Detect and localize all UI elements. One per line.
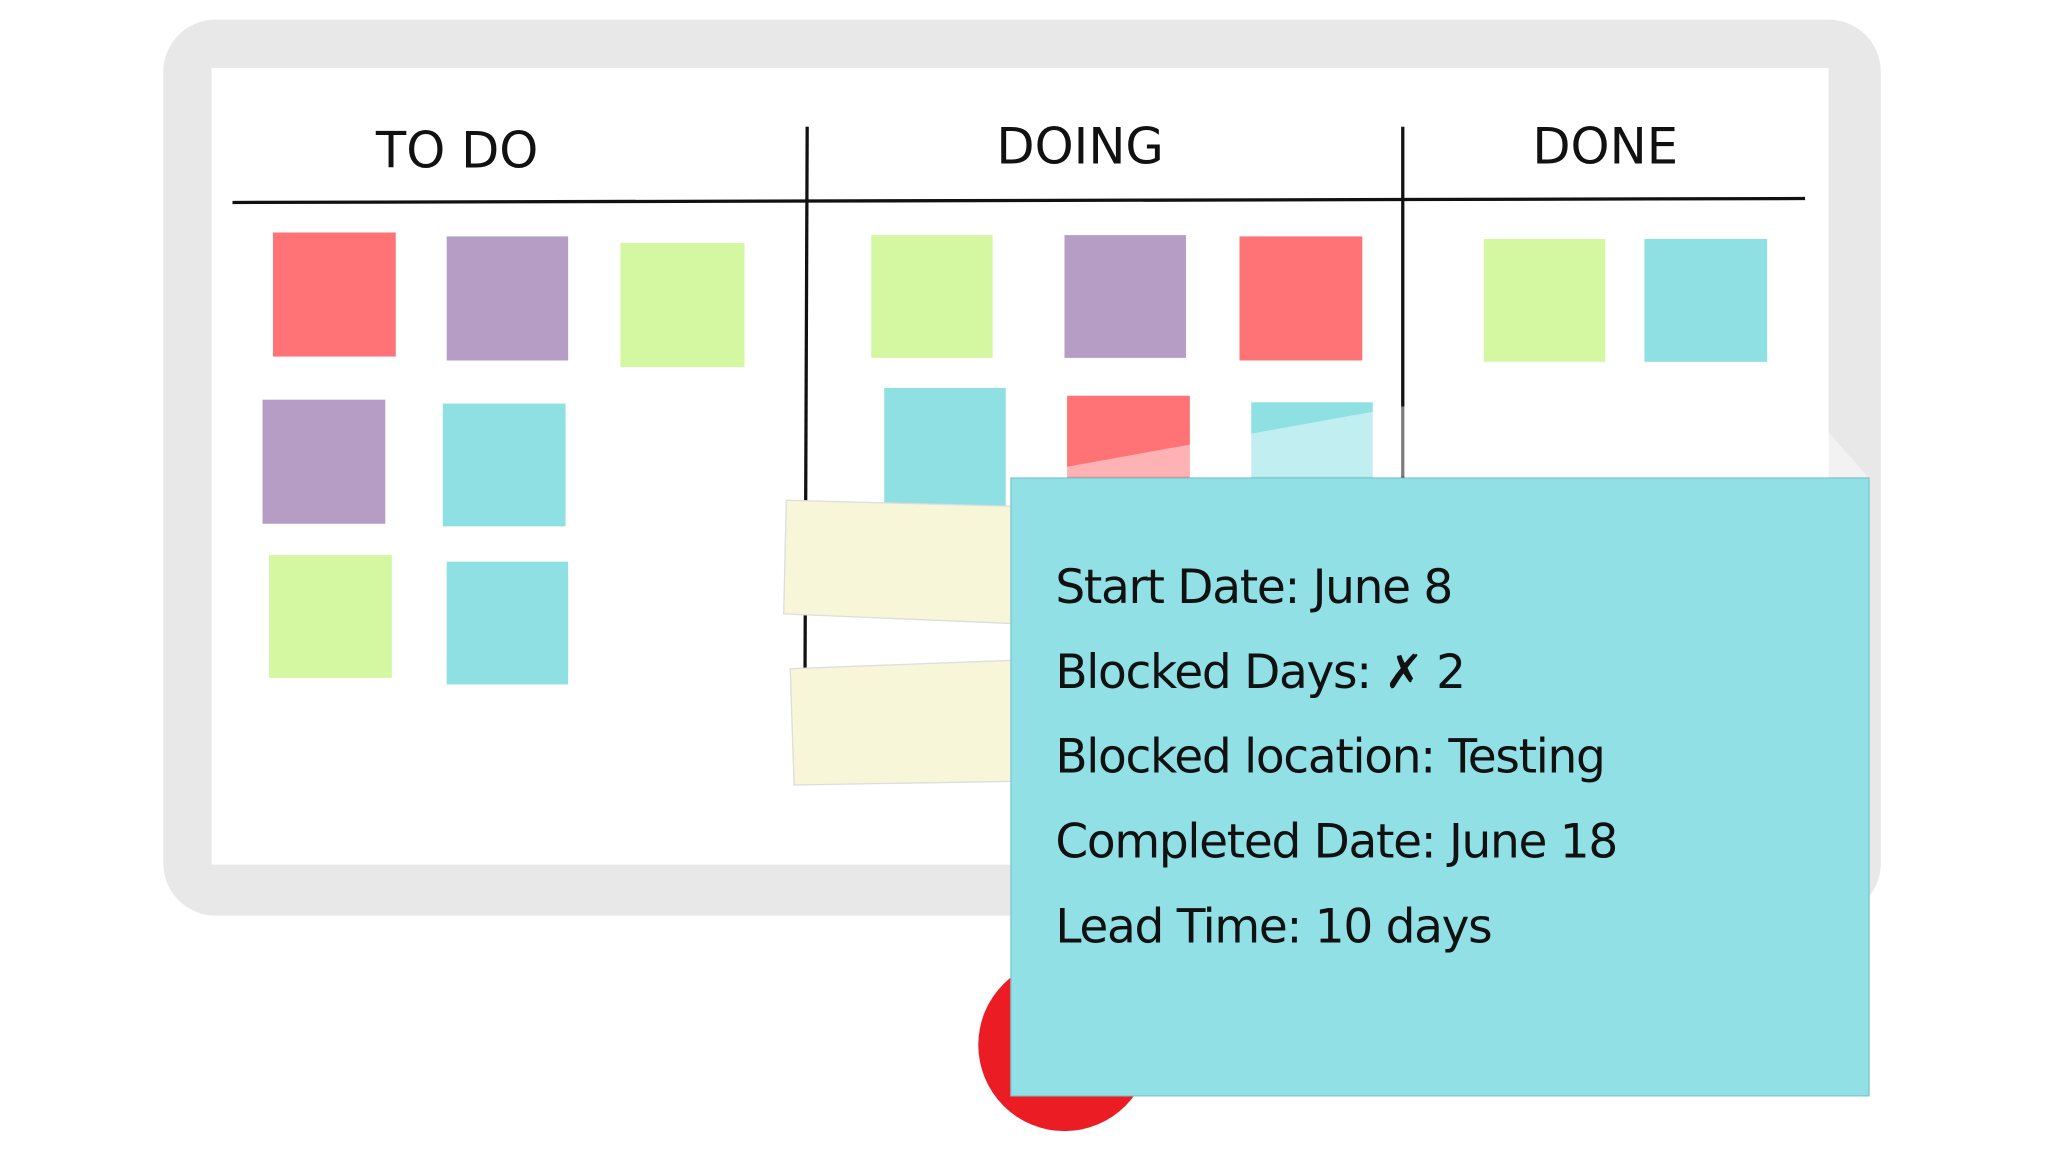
sticky-note [1064,235,1186,358]
column-title: DOING [996,118,1163,176]
card-detail [1010,477,1870,1097]
blocker-note [783,499,1033,626]
sticky-note [1644,239,1768,362]
card-line: Blocked location: Testing [1055,730,1604,785]
column-title: TO DO [375,122,538,180]
card-line: Completed Date: June 18 [1055,815,1617,870]
sticky-note [884,387,1006,512]
sticky-note [871,235,993,358]
header-line [232,196,1806,205]
card-line: Blocked Days: ✗ 2 [1055,645,1464,700]
card-line: Start Date: June 8 [1055,560,1452,615]
blocker-note [789,658,1033,786]
sticky-note [1483,239,1606,362]
sticky-note [446,561,569,685]
sticky-note [269,555,392,678]
sticky-note [272,232,396,357]
sticky-note [442,403,566,527]
column-title: DONE [1532,118,1678,176]
sticky-note [1239,236,1363,361]
sticky-note [620,242,745,368]
sticky-notes [262,232,1768,786]
zoom-cone [1010,363,1868,477]
card-line: Lead Time: 10 days [1055,899,1491,954]
sticky-note [446,236,569,361]
sticky-note [262,399,386,524]
